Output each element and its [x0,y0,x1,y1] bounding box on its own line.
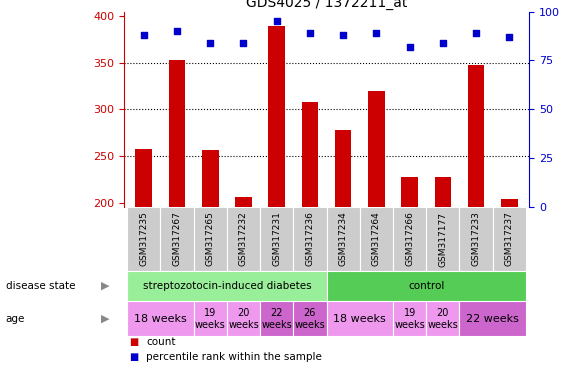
Bar [426,301,459,336]
Point [139,32,148,38]
Bar [194,207,227,271]
Point [439,40,448,46]
Bar [501,199,517,207]
Text: GSM317232: GSM317232 [239,212,248,266]
Point [372,30,381,36]
Point [339,32,348,38]
Text: 19
weeks: 19 weeks [394,308,425,329]
Text: GSM317234: GSM317234 [339,212,348,266]
Bar [127,207,160,271]
Point [272,18,281,25]
Text: GSM317237: GSM317237 [505,212,514,266]
Bar [235,197,252,207]
Text: disease state: disease state [6,281,75,291]
Text: 20
weeks: 20 weeks [427,308,458,329]
Bar [360,207,393,271]
Text: GSM317235: GSM317235 [139,212,148,266]
Text: GSM317265: GSM317265 [205,212,215,266]
Bar [327,301,393,336]
Bar [293,207,327,271]
Text: 20
weeks: 20 weeks [228,308,259,329]
Text: control: control [408,281,444,291]
Point [172,28,181,34]
Bar [260,301,293,336]
Text: 18 weeks: 18 weeks [134,314,187,324]
Text: count: count [146,337,176,347]
Text: 18 weeks: 18 weeks [333,314,386,324]
Text: GSM317264: GSM317264 [372,212,381,266]
Text: GSM317236: GSM317236 [305,212,314,266]
Bar [269,25,285,207]
Bar [393,207,426,271]
Bar [127,301,194,336]
Bar [302,102,318,207]
Bar [468,65,484,207]
Bar [393,301,426,336]
Text: GSM317177: GSM317177 [439,212,448,266]
Bar [335,130,351,207]
Text: 26
weeks: 26 weeks [294,308,325,329]
Bar [368,91,385,207]
Bar [227,301,260,336]
Text: 22 weeks: 22 weeks [466,314,519,324]
Bar [136,149,152,207]
Text: ▶: ▶ [101,281,110,291]
Title: GDS4025 / 1372211_at: GDS4025 / 1372211_at [246,0,407,10]
Bar [327,207,360,271]
Text: GSM317231: GSM317231 [272,212,281,266]
Text: ■: ■ [129,337,138,347]
Text: ■: ■ [129,352,138,362]
Bar [459,301,526,336]
Bar [227,207,260,271]
Text: percentile rank within the sample: percentile rank within the sample [146,352,322,362]
Bar [160,207,194,271]
Bar [169,60,185,207]
Text: streptozotocin-induced diabetes: streptozotocin-induced diabetes [142,281,311,291]
Point [405,44,414,50]
Bar [202,151,218,207]
Text: ▶: ▶ [101,314,110,324]
Text: GSM317267: GSM317267 [172,212,181,266]
Bar [493,207,526,271]
Bar [194,301,227,336]
Text: age: age [6,314,25,324]
Text: 19
weeks: 19 weeks [195,308,226,329]
Bar [260,207,293,271]
Text: 22
weeks: 22 weeks [261,308,292,329]
Point [305,30,314,36]
Text: GSM317266: GSM317266 [405,212,414,266]
Bar [327,271,526,301]
Bar [435,177,451,207]
Bar [127,271,327,301]
Bar [459,207,493,271]
Bar [426,207,459,271]
Bar [401,177,418,207]
Text: GSM317233: GSM317233 [472,212,481,266]
Bar [293,301,327,336]
Point [505,34,514,40]
Point [472,30,481,36]
Point [205,40,215,46]
Point [239,40,248,46]
